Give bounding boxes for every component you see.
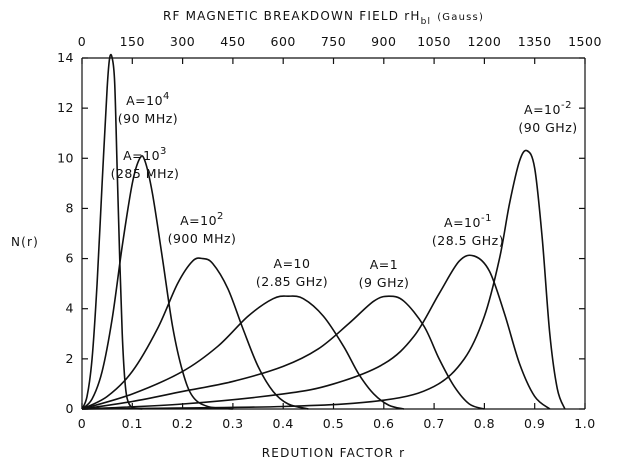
ticks-layer: 0 0.1 0.2 0.3 0.4 0.5 0.6 0.7 0.8 0.9 1.0 0 2 4 6 8 10 12… — [57, 34, 602, 431]
series-line-4 — [81, 295, 405, 410]
y-tick-label: 4 — [66, 301, 74, 316]
top-axis-title: RF MAGNETIC BREAKDOWN FIELD rHbl (Gauss) — [163, 9, 484, 27]
y-tick-label: 6 — [66, 251, 74, 266]
curve-labels-layer: A=104 (90 MHz) A=103 (285 MHz) A=102 (900 MHz… — [111, 91, 578, 290]
x-tick-label: 0.8 — [474, 416, 495, 431]
series-sublabel-6: (28.5 GHz) — [432, 233, 504, 248]
series-label-7: A=10-2 — [524, 100, 572, 117]
y-tick-label: 14 — [57, 50, 74, 65]
y-axis-title: N(r) — [11, 235, 39, 249]
top-tick-label: 0 — [78, 34, 86, 49]
x-tick-label: 0.1 — [122, 416, 143, 431]
top-tick-label: 900 — [371, 34, 396, 49]
series-line-5 — [81, 295, 485, 410]
y-tick-label: 12 — [57, 100, 74, 115]
x-tick-label: 0.5 — [323, 416, 344, 431]
series-line-6 — [81, 254, 551, 410]
curves-layer — [81, 53, 566, 410]
series-label-2: A=103 — [123, 146, 167, 163]
y-tick-label: 2 — [66, 351, 74, 366]
y-tick-label: 8 — [66, 200, 74, 215]
series-label-5: A=1 — [370, 257, 398, 272]
top-tick-label: 600 — [271, 34, 296, 49]
top-tick-label: 450 — [220, 34, 245, 49]
x-tick-label: 0.6 — [373, 416, 394, 431]
x-tick-label: 0.9 — [524, 416, 545, 431]
series-label-3: A=102 — [180, 211, 224, 228]
top-tick-label: 300 — [170, 34, 195, 49]
series-label-1: A=104 — [126, 91, 170, 108]
series-label-6: A=10-1 — [444, 213, 492, 230]
x-axis-title: REDUTION FACTOR r — [262, 446, 406, 460]
series-line-3 — [81, 257, 309, 410]
x-tick-label: 0 — [78, 416, 86, 431]
top-tick-label: 150 — [120, 34, 145, 49]
series-line-2 — [81, 155, 233, 410]
series-line-1 — [81, 53, 143, 410]
x-tick-label: 0.3 — [222, 416, 243, 431]
series-sublabel-5: (9 GHz) — [359, 275, 410, 290]
series-sublabel-7: (90 GHz) — [518, 120, 577, 135]
x-tick-label: 0.4 — [273, 416, 294, 431]
top-tick-label: 750 — [321, 34, 346, 49]
top-tick-label: 1500 — [568, 34, 602, 49]
x-tick-label: 1.0 — [574, 416, 595, 431]
series-sublabel-3: (900 MHz) — [168, 231, 237, 246]
series-sublabel-2: (285 MHz) — [111, 166, 180, 181]
y-tick-label: 10 — [57, 150, 74, 165]
series-sublabel-4: (2.85 GHz) — [256, 274, 328, 289]
x-tick-label: 0.7 — [423, 416, 444, 431]
series-sublabel-1: (90 MHz) — [118, 111, 178, 126]
top-tick-label: 1350 — [518, 34, 552, 49]
series-line-7 — [81, 149, 566, 410]
series-label-4: A=10 — [274, 256, 311, 271]
x-tick-label: 0.2 — [172, 416, 193, 431]
top-tick-label: 1200 — [467, 34, 501, 49]
top-tick-label: 1050 — [417, 34, 451, 49]
y-tick-label: 0 — [66, 401, 74, 416]
